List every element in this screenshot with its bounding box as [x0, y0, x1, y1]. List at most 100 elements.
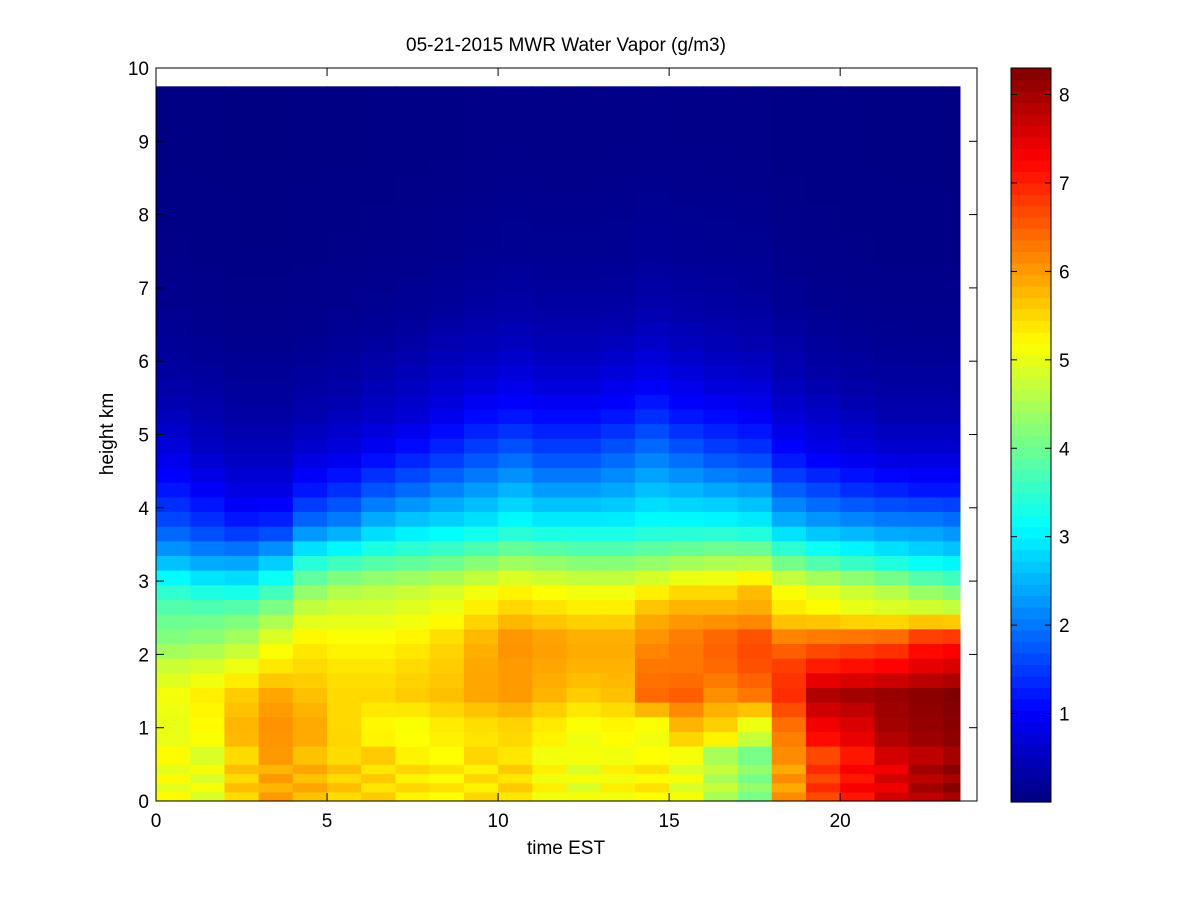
y-tick-label: 5	[138, 426, 149, 447]
heatmap-cell	[840, 174, 875, 190]
heatmap-cell	[771, 773, 807, 784]
heatmap-cell	[498, 335, 533, 351]
heatmap-cell	[737, 716, 773, 732]
heatmap-cell	[429, 614, 465, 630]
heatmap-cell	[429, 643, 465, 659]
heatmap-cell	[361, 746, 397, 765]
heatmap-cell	[292, 174, 328, 190]
heatmap-cell	[156, 335, 191, 351]
heatmap-cell	[703, 364, 739, 381]
heatmap-cell	[634, 526, 670, 542]
heatmap-cell	[395, 555, 431, 571]
heatmap-cell	[395, 379, 431, 395]
heatmap-cell	[498, 394, 533, 410]
heatmap-cell	[224, 452, 260, 469]
heatmap-cell	[669, 262, 704, 278]
colorbar-segment	[1011, 652, 1051, 665]
colorbar-tick-label: 2	[1059, 616, 1070, 637]
heatmap-cell	[498, 130, 533, 146]
heatmap-cell	[908, 379, 944, 395]
heatmap-cell	[395, 408, 431, 425]
heatmap-cell	[669, 791, 704, 802]
heatmap-cell	[771, 115, 807, 131]
heatmap-cell	[258, 203, 294, 219]
y-tick-label: 0	[138, 792, 149, 813]
y-tick-label: 2	[138, 645, 149, 666]
heatmap-cell	[805, 350, 841, 366]
heatmap-cell	[634, 511, 670, 527]
heatmap-cell	[771, 764, 807, 775]
colorbar-segment	[1011, 492, 1051, 505]
heatmap-cell	[669, 174, 704, 190]
heatmap-cell	[805, 379, 841, 395]
heatmap-cell	[737, 247, 773, 263]
heatmap-cell	[292, 100, 328, 117]
heatmap-cell	[224, 702, 260, 718]
heatmap-cell	[942, 232, 961, 249]
heatmap-cell	[908, 320, 944, 337]
heatmap-cell	[840, 746, 875, 765]
heatmap-cell	[327, 658, 362, 674]
colorbar-segment	[1011, 779, 1051, 792]
heatmap-cell	[908, 276, 944, 293]
heatmap-cell	[840, 570, 875, 586]
heatmap-cell	[156, 540, 191, 557]
heatmap-cell	[258, 746, 294, 765]
heatmap-cell	[908, 672, 944, 688]
heatmap-cell	[224, 306, 260, 322]
heatmap-cell	[498, 746, 533, 765]
heatmap-cell	[942, 364, 961, 381]
heatmap-cell	[463, 423, 499, 439]
heatmap-cell	[874, 394, 910, 410]
heatmap-cell	[292, 394, 328, 410]
heatmap-cell	[292, 482, 328, 498]
colorbar-segment	[1011, 389, 1051, 402]
heatmap-cell	[771, 791, 807, 802]
heatmap-cell	[395, 100, 431, 117]
heatmap-cell	[566, 746, 602, 765]
heatmap-cell	[566, 570, 602, 586]
heatmap-cell	[395, 232, 431, 249]
heatmap-cell	[532, 599, 568, 615]
heatmap-cell	[190, 764, 226, 775]
y-tick-label: 1	[138, 719, 149, 740]
heatmap-cell	[327, 731, 362, 747]
heatmap-cell	[703, 276, 739, 293]
heatmap-cell	[190, 782, 226, 793]
heatmap-cell	[771, 320, 807, 337]
heatmap-cell	[737, 174, 773, 190]
heatmap-cell	[190, 614, 226, 630]
heatmap-cell	[805, 746, 841, 765]
heatmap-cell	[703, 174, 739, 190]
heatmap-cell	[942, 658, 961, 674]
heatmap-cell	[874, 203, 910, 219]
heatmap-cell	[908, 658, 944, 674]
heatmap-cell	[224, 423, 260, 439]
heatmap-cell	[532, 540, 568, 557]
heatmap-cell	[395, 570, 431, 586]
heatmap-cell	[463, 570, 499, 586]
colorbar-tick-label: 5	[1059, 351, 1070, 372]
heatmap-cell	[669, 188, 704, 205]
heatmap-cell	[429, 526, 465, 542]
heatmap-cell	[737, 262, 773, 278]
heatmap-cell	[942, 731, 961, 747]
heatmap-cell	[703, 291, 739, 307]
heatmap-cell	[429, 540, 465, 557]
heatmap-cell	[532, 467, 568, 483]
heatmap-cell	[361, 731, 397, 747]
heatmap-cell	[532, 262, 568, 278]
heatmap-cell	[156, 658, 191, 674]
heatmap-cell	[429, 86, 465, 102]
heatmap-cell	[361, 791, 397, 802]
heatmap-cell	[429, 599, 465, 615]
heatmap-cell	[395, 716, 431, 732]
heatmap-cell	[600, 174, 636, 190]
heatmap-cell	[292, 335, 328, 351]
heatmap-cell	[224, 100, 260, 117]
heatmap-cell	[600, 716, 636, 732]
heatmap-cell	[429, 746, 465, 765]
heatmap-cell	[258, 247, 294, 263]
heatmap-cell	[429, 350, 465, 366]
heatmap-cell	[634, 86, 670, 102]
